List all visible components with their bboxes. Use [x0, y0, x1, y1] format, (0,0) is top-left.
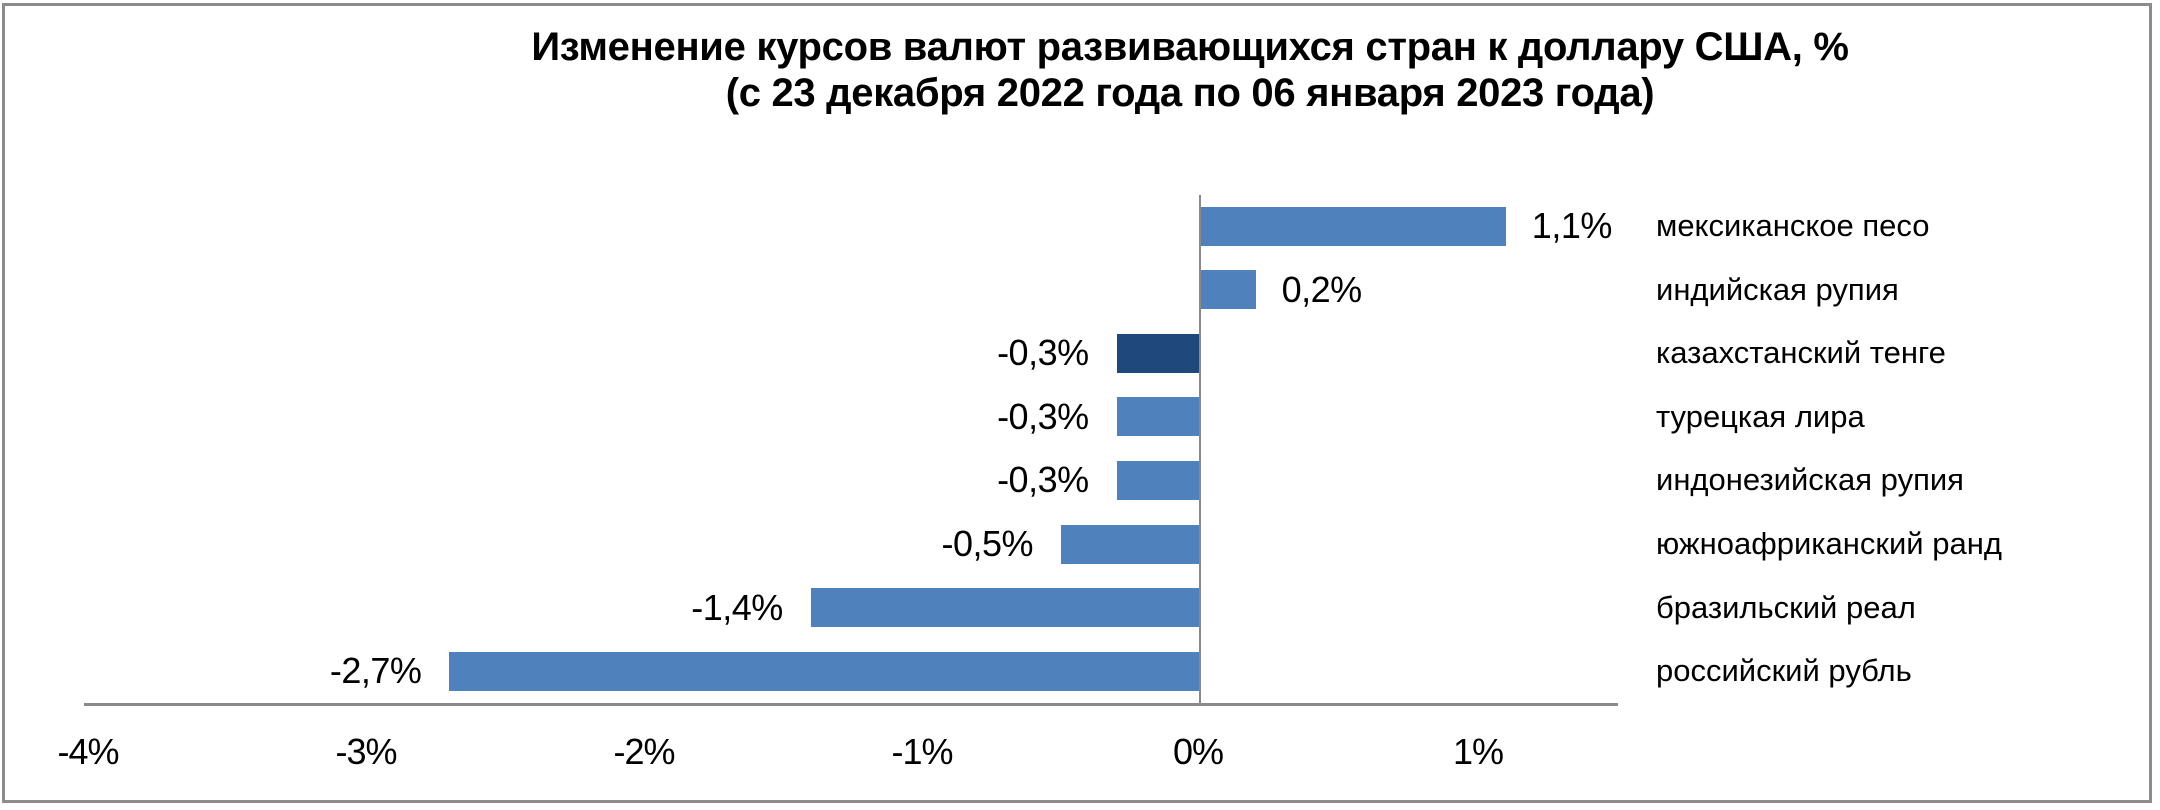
data-label: -0,5%	[941, 523, 1033, 564]
data-label: -1,4%	[691, 586, 783, 628]
bar	[1200, 206, 1506, 246]
bar	[810, 588, 1200, 628]
category-label: мексиканское песо	[1656, 208, 1930, 243]
x-tick-label: -4%	[57, 731, 119, 772]
data-label: 1,1%	[1531, 205, 1613, 246]
bar	[1116, 333, 1200, 373]
data-label: -2,7%	[329, 650, 422, 692]
bar	[1116, 460, 1200, 500]
category-label: турецкая лира	[1656, 398, 1865, 434]
chart-title: Изменение курсов валют развивающихся стр…	[0, 24, 2160, 116]
x-tick-label: -3%	[335, 731, 397, 772]
bar	[449, 651, 1200, 691]
bar	[1200, 270, 1256, 310]
category-label: южноафриканский ранд	[1656, 526, 2002, 561]
data-label: -0,3%	[997, 459, 1089, 501]
data-label: -0,3%	[997, 395, 1089, 437]
x-tick-label: -1%	[891, 731, 953, 772]
category-label: российский рубль	[1656, 653, 1912, 689]
category-label: бразильский реал	[1656, 589, 1916, 625]
bar	[1061, 524, 1200, 564]
x-axis-line	[84, 703, 1618, 706]
zero-axis-line	[1199, 195, 1201, 705]
x-tick-label: 0%	[1172, 731, 1224, 772]
bar	[1116, 397, 1200, 437]
x-tick-label: 1%	[1452, 731, 1504, 772]
data-label: -0,3%	[997, 332, 1089, 374]
category-label: казахстанский тенге	[1656, 335, 1946, 371]
category-label: индонезийская рупия	[1656, 462, 1964, 498]
chart-title-line1: Изменение курсов валют развивающихся стр…	[531, 25, 1849, 69]
category-label: индийская рупия	[1656, 271, 1899, 307]
chart-title-line2: (с 23 декабря 2022 года по 06 января 202…	[725, 71, 1655, 115]
x-tick-label: -2%	[613, 731, 675, 772]
data-label: 0,2%	[1281, 268, 1363, 310]
